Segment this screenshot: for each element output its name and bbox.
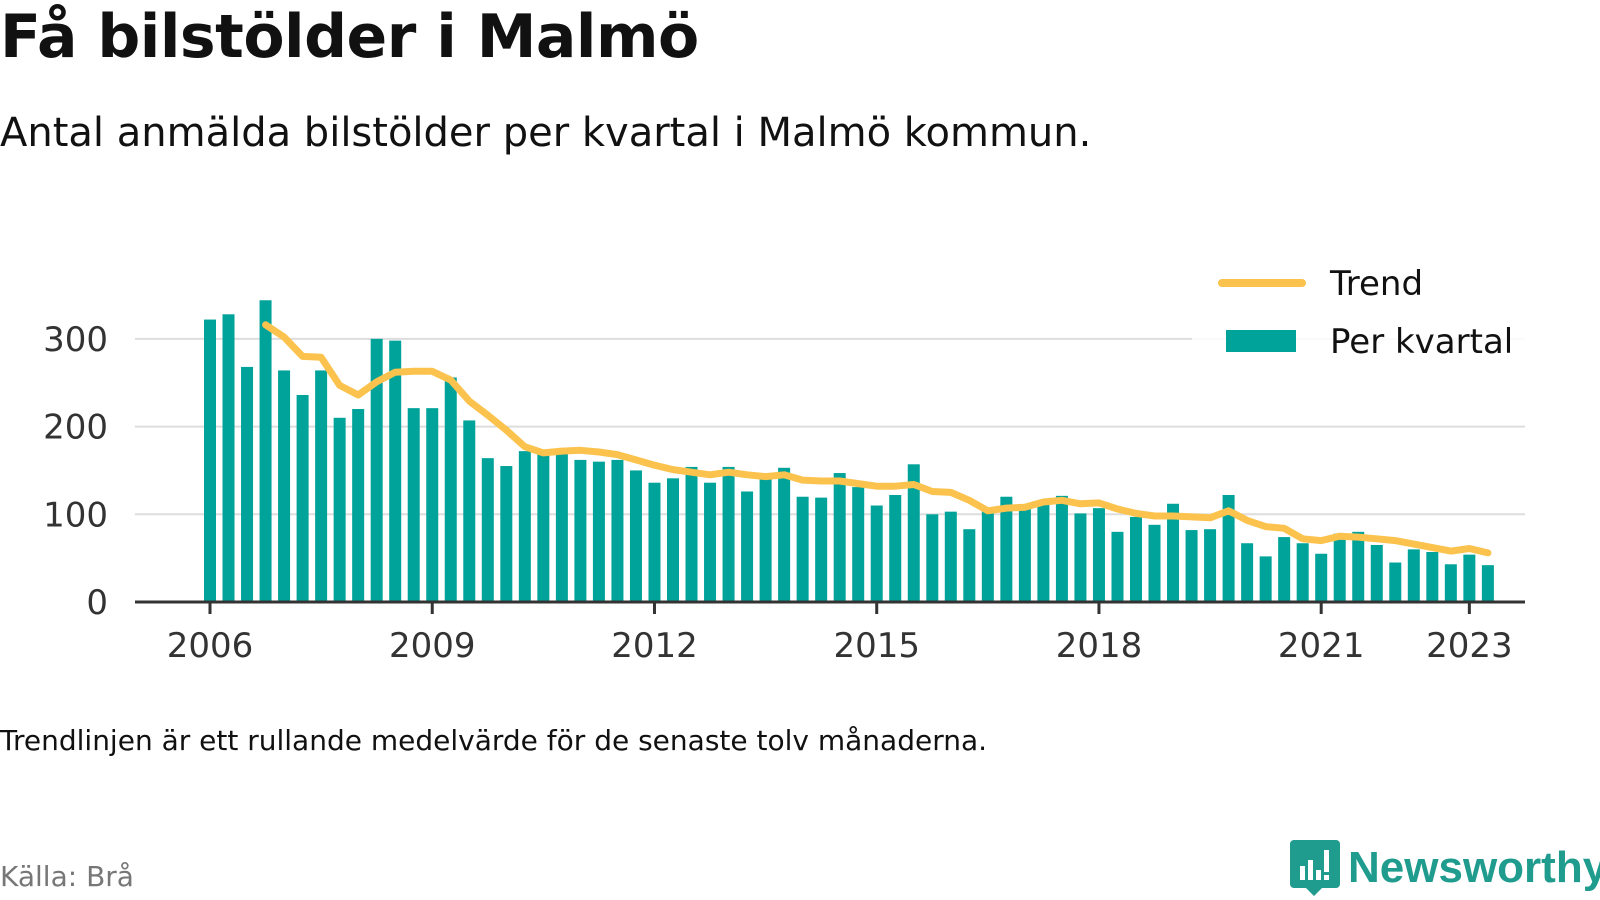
bar [722, 466, 735, 602]
bar [778, 467, 791, 602]
y-tick-label: 100 [43, 495, 108, 535]
bar [259, 300, 272, 602]
x-tick-label: 2023 [1426, 626, 1513, 666]
bar [1000, 496, 1013, 602]
bars [204, 300, 1494, 602]
bar [1241, 543, 1254, 602]
trend-line [262, 321, 1492, 557]
bar [1407, 549, 1420, 602]
y-tick-label: 300 [43, 320, 108, 360]
bar [500, 466, 513, 602]
bar [1333, 533, 1346, 602]
bar [926, 514, 939, 602]
y-tick-label: 0 [86, 583, 108, 623]
bar [741, 491, 754, 602]
bar [611, 459, 624, 602]
bar [796, 496, 809, 602]
bar [815, 497, 828, 602]
x-tick-label: 2018 [1056, 626, 1143, 666]
bar [481, 458, 494, 602]
bar [278, 370, 291, 602]
newsworthy-logo: Newsworthy [1290, 840, 1600, 896]
bar [407, 408, 420, 602]
axes: 0 100 200 300 2006 2009 2012 2015 2018 2021 2023 [43, 320, 1525, 666]
newsworthy-icon [1290, 840, 1340, 896]
y-tick-label: 200 [43, 408, 108, 448]
bar [537, 451, 550, 602]
bar [1204, 529, 1217, 602]
bar [1389, 562, 1402, 602]
bar [463, 420, 476, 602]
bar [574, 459, 587, 602]
bar [1018, 509, 1031, 602]
bar [1074, 513, 1087, 602]
bar [1092, 508, 1105, 602]
bar [1352, 531, 1365, 602]
bar [333, 417, 346, 602]
bar [389, 340, 402, 602]
bar [833, 473, 846, 602]
chart-title: Få bilstölder i Malmö [0, 2, 699, 72]
bar [1111, 531, 1124, 602]
bar [870, 505, 883, 602]
bar [852, 487, 865, 602]
trend-line-layer [262, 321, 1492, 557]
bar [1185, 530, 1198, 602]
bar [1148, 524, 1161, 602]
bar [1315, 553, 1328, 602]
x-tick-label: 2012 [611, 626, 698, 666]
bar [889, 494, 902, 602]
bar [444, 377, 457, 602]
x-tick-label: 2009 [389, 626, 476, 666]
bar [1278, 537, 1291, 602]
brand-name: Newsworthy [1348, 843, 1600, 892]
bar [1463, 554, 1476, 602]
bar [518, 451, 531, 602]
bar [759, 478, 772, 602]
bar [1481, 565, 1494, 602]
bar [648, 482, 661, 602]
bar [981, 509, 994, 602]
bar [315, 370, 328, 602]
bar [1426, 552, 1439, 602]
x-tick-label: 2015 [833, 626, 920, 666]
bar [963, 529, 976, 602]
bar [296, 394, 309, 602]
bar [1222, 494, 1235, 602]
bar [944, 511, 957, 602]
footnote: Trendlinjen är ett rullande medelvärde f… [0, 724, 988, 757]
bar [1037, 504, 1050, 602]
legend-bar-label: Per kvartal [1330, 322, 1513, 362]
bar [667, 478, 679, 602]
bar [685, 466, 698, 602]
legend-bar-swatch [1226, 330, 1296, 352]
legend-background [1192, 258, 1530, 380]
bar [426, 408, 439, 602]
bar [204, 319, 216, 602]
chart-subtitle: Antal anmälda bilstölder per kvartal i M… [0, 110, 1092, 156]
bar [222, 314, 235, 602]
bar [1130, 516, 1142, 602]
bar [241, 366, 254, 602]
bar [1444, 564, 1457, 602]
bar [704, 482, 717, 602]
bar [1167, 503, 1180, 602]
bar [1296, 543, 1309, 602]
bar [1259, 556, 1272, 602]
bar [1055, 495, 1068, 602]
bar [907, 464, 920, 602]
bar [592, 461, 605, 602]
bar [370, 338, 383, 602]
bar [555, 449, 568, 602]
bar [629, 470, 642, 602]
legend: Trend Per kvartal [1192, 258, 1530, 380]
bar [352, 409, 365, 602]
source-text: Källa: Brå [0, 860, 134, 893]
x-tick-label: 2021 [1278, 626, 1365, 666]
bar [1370, 544, 1383, 602]
legend-trend-label: Trend [1329, 264, 1423, 304]
x-tick-label: 2006 [167, 626, 254, 666]
